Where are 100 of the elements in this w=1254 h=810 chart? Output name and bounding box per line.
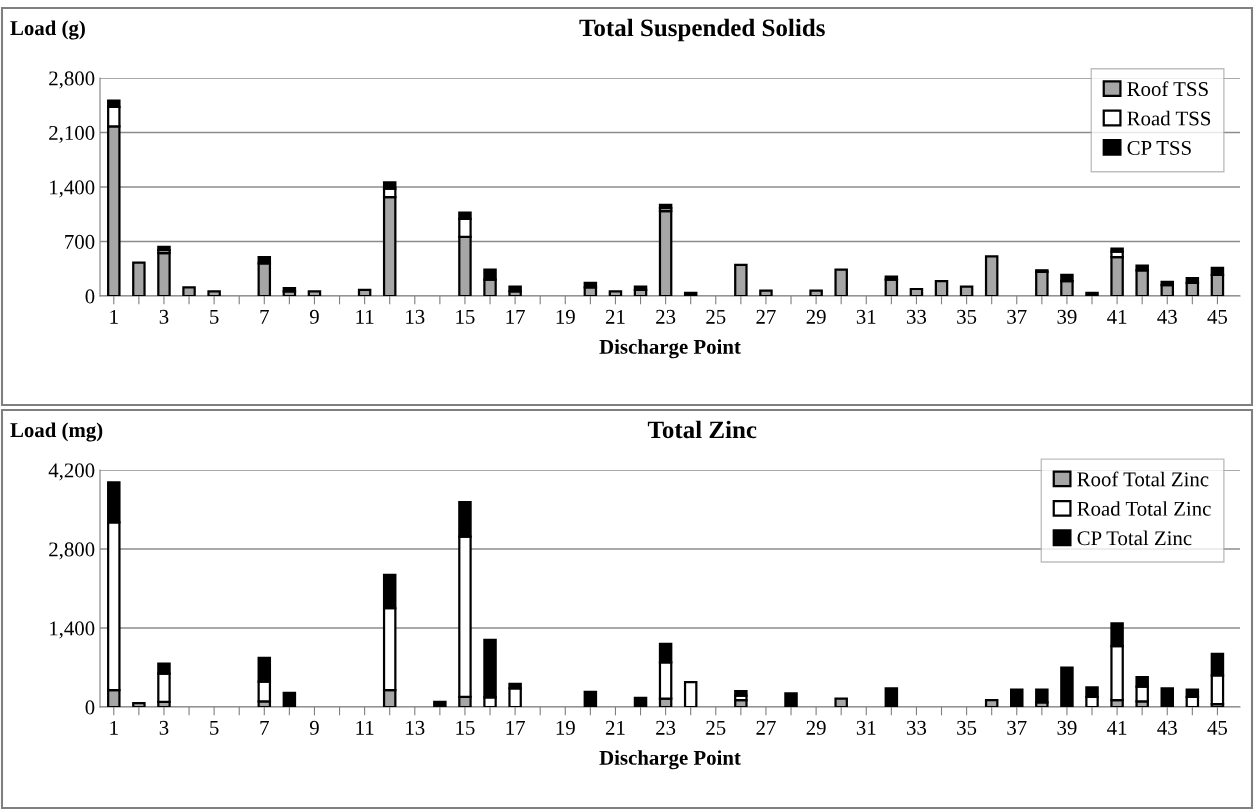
y-axis-title: Load (mg) xyxy=(10,422,103,442)
x-tick-label: 23 xyxy=(656,309,676,324)
x-tick-label: 1 xyxy=(110,309,118,324)
bar xyxy=(1160,687,1175,707)
x-tick-label: 19 xyxy=(556,309,575,324)
bar xyxy=(282,691,297,707)
x-tick-label: 41 xyxy=(1107,309,1127,324)
x-tick-label: 3 xyxy=(159,309,169,324)
legend-label: Roof Total Zinc xyxy=(1077,471,1209,487)
x-tick-label: 45 xyxy=(1207,720,1228,735)
x-tick-label: 33 xyxy=(907,309,927,324)
bar xyxy=(658,210,673,296)
bar xyxy=(759,289,773,296)
bar xyxy=(834,697,848,707)
bar xyxy=(1035,270,1049,296)
x-tick-label: 11 xyxy=(356,309,374,324)
x-tick-label: 9 xyxy=(309,309,319,324)
x-tick-label: 27 xyxy=(756,720,776,735)
bar xyxy=(1135,269,1149,296)
legend-label: Road TSS xyxy=(1127,110,1211,126)
x-tick-label: 37 xyxy=(1007,720,1027,735)
bar xyxy=(1010,688,1024,707)
x-tick-label: 39 xyxy=(1057,720,1077,735)
y-tick-label: 2,800 xyxy=(49,71,95,89)
x-tick-label: 27 xyxy=(756,309,776,324)
bar xyxy=(307,290,322,296)
bar xyxy=(959,285,974,296)
x-tick-label: 3 xyxy=(159,720,169,735)
bar xyxy=(132,701,146,707)
legend-label: Road Total Zinc xyxy=(1077,501,1211,516)
bar xyxy=(1035,688,1049,704)
x-tick-label: 29 xyxy=(806,309,826,324)
x-tick-label: 33 xyxy=(907,720,927,735)
bar xyxy=(583,690,598,707)
y-tick-label: 2,100 xyxy=(49,125,95,143)
bar xyxy=(1060,666,1074,707)
x-tick-label: 25 xyxy=(706,720,726,735)
bar xyxy=(207,290,221,296)
x-tick-label: 31 xyxy=(856,309,876,324)
bar xyxy=(934,280,949,296)
y-tick-label: 1,400 xyxy=(50,180,95,198)
bar xyxy=(1085,291,1099,296)
x-tick-label: 21 xyxy=(605,309,625,324)
x-tick-label: 43 xyxy=(1157,309,1177,324)
bar xyxy=(633,696,648,707)
bar xyxy=(683,291,698,296)
bar xyxy=(984,699,999,707)
chart-title: Total Zinc xyxy=(647,420,757,439)
x-axis-title: Discharge Point xyxy=(599,339,741,359)
x-tick-label: 41 xyxy=(1107,720,1127,735)
y-tick-label: 1,400 xyxy=(50,621,95,639)
y-tick-label: 0 xyxy=(85,289,95,304)
bar xyxy=(508,687,522,707)
x-tick-label: 7 xyxy=(260,721,269,735)
legend-label: CP Total Zinc xyxy=(1077,530,1192,546)
x-tick-label: 35 xyxy=(957,720,977,735)
y-tick-label: 2,800 xyxy=(49,542,95,560)
x-tick-label: 9 xyxy=(309,720,319,735)
bar xyxy=(157,252,171,296)
x-tick-label: 29 xyxy=(806,720,826,735)
y-tick-label: 0 xyxy=(85,700,95,715)
chart-title: Total Suspended Solids xyxy=(579,18,825,42)
bar xyxy=(683,681,698,707)
x-axis-title: Discharge Point xyxy=(599,750,741,770)
bar xyxy=(909,287,924,296)
legend-label: CP TSS xyxy=(1127,140,1191,155)
bar xyxy=(132,261,146,296)
x-tick-label: 5 xyxy=(210,310,219,324)
x-tick-label: 21 xyxy=(605,720,625,735)
bar xyxy=(784,692,798,707)
bar xyxy=(884,687,899,707)
x-tick-label: 17 xyxy=(506,309,525,324)
y-tick-label: 4,200 xyxy=(48,463,95,481)
bar xyxy=(734,690,748,697)
bar xyxy=(433,700,447,707)
x-tick-label: 13 xyxy=(406,720,425,735)
x-tick-label: 19 xyxy=(556,720,575,735)
bar xyxy=(508,285,522,293)
x-tick-label: 43 xyxy=(1157,720,1177,735)
bar xyxy=(809,289,823,296)
x-tick-label: 23 xyxy=(656,720,676,735)
legend-label: Roof TSS xyxy=(1127,81,1208,97)
x-tick-label: 13 xyxy=(406,309,425,324)
x-tick-label: 15 xyxy=(456,309,475,324)
x-tick-label: 25 xyxy=(706,309,726,324)
x-tick-label: 1 xyxy=(110,720,118,735)
x-tick-label: 37 xyxy=(1007,309,1027,324)
x-tick-label: 5 xyxy=(210,721,219,735)
x-tick-label: 39 xyxy=(1057,309,1077,324)
x-tick-label: 15 xyxy=(456,720,475,735)
x-tick-label: 45 xyxy=(1207,309,1228,324)
bar xyxy=(984,255,999,296)
bar xyxy=(357,288,372,296)
bar xyxy=(834,268,848,296)
bar xyxy=(608,290,623,296)
y-tick-label: 700 xyxy=(65,234,95,249)
bar xyxy=(1110,255,1124,296)
x-tick-label: 7 xyxy=(260,310,269,324)
x-tick-label: 17 xyxy=(506,720,525,735)
x-tick-label: 11 xyxy=(356,720,374,735)
